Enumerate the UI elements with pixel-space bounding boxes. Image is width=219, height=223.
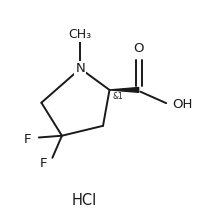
Text: N: N <box>75 62 85 75</box>
Text: &1: &1 <box>112 92 123 101</box>
Polygon shape <box>110 87 139 92</box>
Text: O: O <box>133 42 144 55</box>
Text: OH: OH <box>172 98 192 112</box>
Text: CH₃: CH₃ <box>69 28 92 41</box>
Text: F: F <box>40 157 48 170</box>
Text: HCl: HCl <box>72 193 97 208</box>
Text: F: F <box>24 132 32 146</box>
